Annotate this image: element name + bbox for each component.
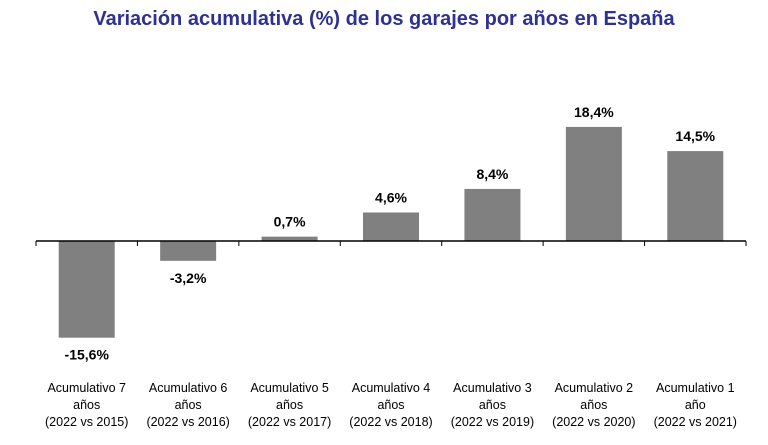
data-label: 14,5% xyxy=(675,128,715,144)
chart-title: Variación acumulativa (%) de los garajes… xyxy=(93,8,675,30)
data-label: 8,4% xyxy=(476,166,508,182)
data-label: 0,7% xyxy=(274,214,306,230)
bar xyxy=(565,126,622,241)
data-label: -15,6% xyxy=(65,347,110,363)
category-label: años xyxy=(276,398,303,412)
category-label: (2022 vs 2020) xyxy=(552,415,635,429)
bar xyxy=(667,151,724,241)
bar xyxy=(160,241,217,261)
category-label: (2022 vs 2018) xyxy=(349,415,432,429)
bar xyxy=(363,212,419,241)
category-label: (2022 vs 2019) xyxy=(451,415,534,429)
bar xyxy=(261,236,318,241)
category-label: años xyxy=(377,398,404,412)
category-label: Acumulativo 6 xyxy=(149,381,228,395)
category-label: Acumulativo 2 xyxy=(555,381,634,395)
data-label: 4,6% xyxy=(375,189,407,205)
category-label: año xyxy=(685,398,706,412)
category-label: (2022 vs 2016) xyxy=(146,415,229,429)
category-label: Acumulativo 7 xyxy=(47,381,126,395)
category-label: Acumulativo 5 xyxy=(250,381,329,395)
category-label: años xyxy=(479,398,506,412)
data-label: -3,2% xyxy=(170,270,207,286)
category-label: Acumulativo 4 xyxy=(352,381,431,395)
bar xyxy=(58,241,115,338)
data-label: 18,4% xyxy=(574,104,614,120)
category-label: años xyxy=(175,398,202,412)
category-label: (2022 vs 2015) xyxy=(45,415,128,429)
category-label: (2022 vs 2021) xyxy=(654,415,737,429)
category-label: (2022 vs 2017) xyxy=(248,415,331,429)
category-label: Acumulativo 3 xyxy=(453,381,532,395)
category-label: Acumulativo 1 xyxy=(656,381,735,395)
category-label: años xyxy=(73,398,100,412)
category-label: años xyxy=(580,398,607,412)
bar xyxy=(464,188,521,241)
